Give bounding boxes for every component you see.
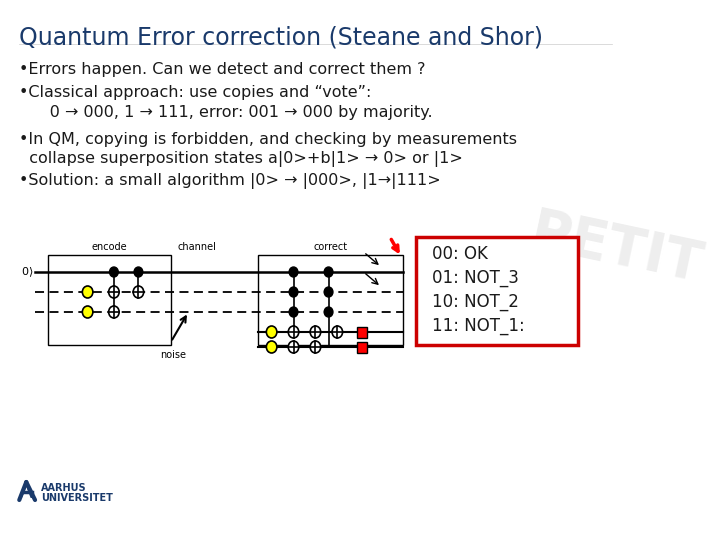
Bar — [258, 255, 403, 345]
Text: encode: encode — [91, 242, 127, 252]
Circle shape — [266, 326, 277, 338]
Bar — [357, 342, 367, 353]
Circle shape — [289, 307, 298, 317]
Text: •Solution: a small algorithm |0> → |000>, |1→|111>: •Solution: a small algorithm |0> → |000>… — [19, 173, 441, 189]
Circle shape — [324, 267, 333, 277]
Text: •Errors happen. Can we detect and correct them ?: •Errors happen. Can we detect and correc… — [19, 62, 426, 77]
Text: •In QM, copying is forbidden, and checking by measurements: •In QM, copying is forbidden, and checki… — [19, 132, 517, 147]
Text: channel: channel — [178, 242, 217, 252]
Circle shape — [289, 267, 298, 277]
Circle shape — [109, 267, 118, 277]
Polygon shape — [19, 482, 33, 498]
Circle shape — [324, 307, 333, 317]
Text: 00: OK: 00: OK — [432, 245, 488, 263]
Text: collapse superposition states a|0>+b|1> → 0> or |1>: collapse superposition states a|0>+b|1> … — [19, 151, 463, 167]
Circle shape — [109, 286, 119, 298]
Circle shape — [289, 287, 298, 297]
Text: •Classical approach: use copies and “vote”:: •Classical approach: use copies and “vot… — [19, 85, 372, 100]
Circle shape — [288, 341, 299, 353]
Bar — [357, 327, 367, 338]
Circle shape — [288, 326, 299, 338]
Text: noise: noise — [161, 350, 186, 360]
Circle shape — [310, 341, 320, 353]
Text: $0\rangle$: $0\rangle$ — [21, 265, 33, 279]
Bar — [416, 237, 578, 345]
Circle shape — [310, 326, 320, 338]
Text: 01: NOT_3: 01: NOT_3 — [432, 269, 519, 287]
Text: correct: correct — [314, 242, 348, 252]
Text: 0 → 000, 1 → 111, error: 001 → 000 by majority.: 0 → 000, 1 → 111, error: 001 → 000 by ma… — [19, 105, 433, 120]
Circle shape — [332, 326, 343, 338]
Circle shape — [109, 306, 119, 318]
Circle shape — [82, 286, 93, 298]
Text: PETIT: PETIT — [526, 205, 708, 295]
Bar — [48, 255, 171, 345]
Circle shape — [82, 306, 93, 318]
Text: 11: NOT_1:: 11: NOT_1: — [432, 317, 525, 335]
Text: AARHUS: AARHUS — [41, 483, 87, 493]
Text: 10: NOT_2: 10: NOT_2 — [432, 293, 519, 311]
Circle shape — [133, 286, 144, 298]
Circle shape — [266, 341, 277, 353]
Text: UNIVERSITET: UNIVERSITET — [41, 493, 113, 503]
Text: Quantum Error correction (Steane and Shor): Quantum Error correction (Steane and Sho… — [19, 25, 544, 49]
Circle shape — [134, 267, 143, 277]
Circle shape — [324, 287, 333, 297]
